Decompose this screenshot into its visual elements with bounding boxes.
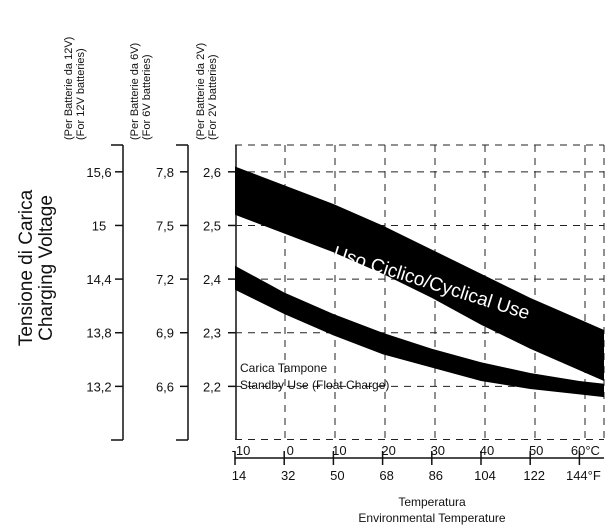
- x-tick-label-fahrenheit-1: 32: [281, 468, 295, 483]
- y-tick-label-0-1: 15: [92, 218, 106, 233]
- y-tick-label-0-0: 15,6: [86, 165, 111, 180]
- x-tick-label-fahrenheit-7: 144°F: [566, 468, 601, 483]
- y-tick-label-1-2: 7,2: [156, 272, 174, 287]
- y-tick-label-0-3: 13,8: [86, 326, 111, 341]
- axis-headers: (Per Batterie da 12V) (For 12V batteries)…: [63, 37, 219, 140]
- y-axis-1: 7,8 7,5 7,2 6,9 6,6: [156, 144, 189, 441]
- x-tick-label-celsius-3: 20: [381, 443, 395, 458]
- y-tick-label-0-2: 14,4: [86, 272, 111, 287]
- x-axis-title-line2: Environmental Temperature: [358, 511, 506, 525]
- y-axis-title-line2: Charging Voltage: [36, 195, 57, 341]
- x-tick-label-celsius-1: 0: [287, 443, 294, 458]
- y-tick-label-2-0: 2,6: [203, 165, 221, 180]
- x-tick-label-celsius-7: 60°C: [571, 443, 600, 458]
- y-tick-label-0-4: 13,2: [86, 379, 111, 394]
- x-tick-label-fahrenheit-3: 68: [379, 468, 393, 483]
- y-axis-header-0-line2: (For 12V batteries): [75, 48, 87, 140]
- bands: [235, 166, 604, 398]
- x-tick-label-fahrenheit-5: 104: [474, 468, 496, 483]
- float-charge-label-line2: Standby Use (Float Charge): [240, 378, 389, 392]
- x-tick-label-celsius-5: 40: [480, 443, 494, 458]
- x-tick-label-fahrenheit-4: 86: [429, 468, 443, 483]
- y-axis-header-1-line1: (Per Batterie da 6V): [129, 43, 141, 140]
- y-axis-title: Tensione di Carica Charging Voltage: [16, 189, 57, 346]
- y-axis-header-2-line2: (For 2V batteries): [207, 54, 219, 140]
- y-axis-header-1-line2: (For 6V batteries): [141, 54, 153, 140]
- x-tick-label-fahrenheit-6: 122: [523, 468, 545, 483]
- y-tick-label-1-4: 6,6: [156, 379, 174, 394]
- y-tick-label-2-2: 2,4: [203, 272, 221, 287]
- x-tick-label-celsius-6: 50: [529, 443, 543, 458]
- y-axis-header-2-line1: (Per Batterie da 2V): [195, 43, 207, 140]
- y-tick-label-1-3: 6,9: [156, 326, 174, 341]
- float-charge-band: [235, 265, 604, 398]
- x-tick-label-fahrenheit-0: 14: [232, 468, 246, 483]
- x-tick-label-fahrenheit-2: 50: [330, 468, 344, 483]
- x-axis: -10 14 0 32 10 50 20 68 30 86 40 104 50 122 60°C 144°F: [232, 443, 604, 483]
- y-axis-2: 2,6 2,5 2,4 2,3 2,2: [203, 145, 237, 440]
- x-tick-label-celsius-2: 10: [332, 443, 346, 458]
- y-axis-title-line1: Tensione di Carica: [16, 189, 37, 346]
- y-axis-header-0-line1: (Per Batterie da 12V): [63, 37, 75, 140]
- y-tick-label-2-4: 2,2: [203, 379, 221, 394]
- y-axes: 15,61514,413,813,27,87,57,26,96,62,62,52…: [86, 144, 237, 441]
- y-tick-label-2-3: 2,3: [203, 326, 221, 341]
- y-tick-label-1-0: 7,8: [156, 165, 174, 180]
- float-charge-label-line1: Carica Tampone: [240, 361, 327, 375]
- x-axis-title-line1: Temperatura: [398, 495, 466, 509]
- x-tick-label-celsius-4: 30: [431, 443, 445, 458]
- y-axis-0: 15,6 15 14,4 13,8 13,2: [86, 144, 124, 441]
- cyclical-use-band: [235, 166, 604, 381]
- y-tick-label-1-1: 7,5: [156, 218, 174, 233]
- y-tick-label-2-1: 2,5: [203, 218, 221, 233]
- x-tick-label-celsius-0: -10: [232, 443, 251, 458]
